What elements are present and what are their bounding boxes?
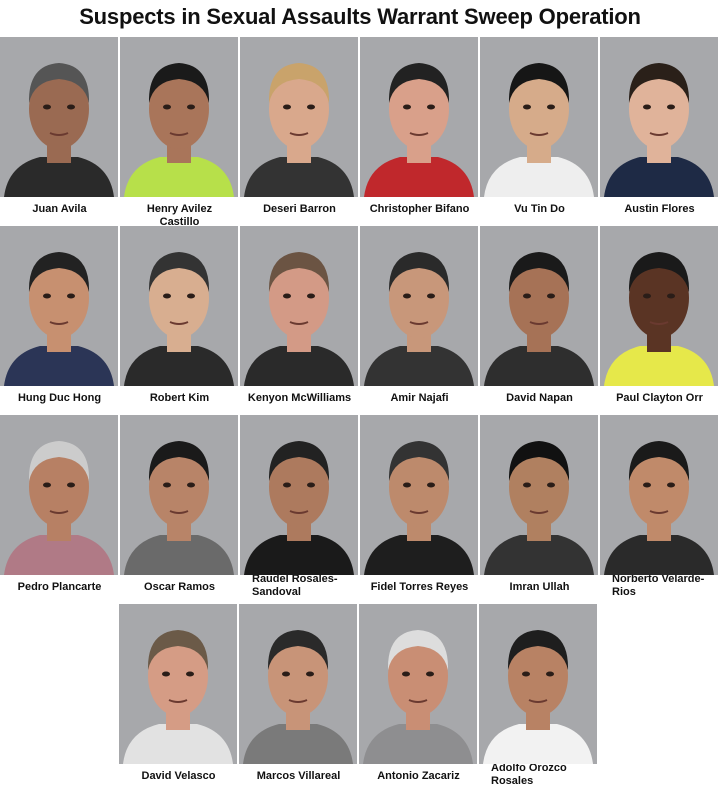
suspect-card: Juan Avila: [0, 37, 119, 216]
suspect-name: Marcos Villareal: [256, 770, 341, 782]
suspect-name: Raudel Rosales-Sandoval: [252, 573, 338, 598]
mugshot-photo: [120, 37, 238, 197]
suspect-name: Amir Najafi: [390, 392, 449, 404]
suspect-card: Hung Duc Hong: [0, 226, 119, 405]
suspect-name: Christopher Bifano: [369, 203, 470, 215]
mugshot-photo: [360, 415, 478, 575]
suspect-card: Raudel Rosales-Sandoval: [240, 415, 359, 599]
suspect-name: Robert Kim: [149, 392, 210, 404]
mugshot-photo: [239, 604, 357, 764]
suspect-name: Fidel Torres Reyes: [370, 581, 469, 593]
mugshot-photo: [120, 415, 238, 575]
suspect-name: Vu Tin Do: [514, 203, 565, 215]
suspect-card: Oscar Ramos: [120, 415, 239, 594]
mugshot-photo: [240, 226, 358, 386]
suspect-name: Austin Flores: [624, 203, 695, 215]
mugshot-photo: [360, 226, 478, 386]
suspect-card: Fidel Torres Reyes: [360, 415, 479, 594]
suspect-name: Oscar Ramos: [144, 581, 215, 593]
suspect-card: Kenyon McWilliams: [240, 226, 359, 405]
mugshot-photo: [0, 415, 118, 575]
suspect-card: Adolfo Orozco Rosales: [479, 604, 598, 788]
mugshot-photo: [479, 604, 597, 764]
mugshot-photo: [600, 226, 718, 386]
mugshot-photo: [359, 604, 477, 764]
suspect-card: Henry Avilez Castillo: [120, 37, 239, 229]
suspect-card: Deseri Barron: [240, 37, 359, 216]
suspect-card: Antonio Zacariz: [359, 604, 478, 783]
suspect-name: Imran Ullah: [509, 581, 570, 593]
mugshot-photo: [480, 415, 598, 575]
suspect-card: Vu Tin Do: [480, 37, 599, 216]
suspect-card: Norberto Velarde-Rios: [600, 415, 719, 599]
suspect-name: Juan Avila: [32, 203, 87, 215]
mugshot-photo: [0, 37, 118, 197]
suspect-name: Deseri Barron: [263, 203, 336, 215]
suspect-card: Christopher Bifano: [360, 37, 479, 216]
suspect-name: Henry Avilez Castillo: [146, 203, 213, 228]
suspect-name: David Napan: [506, 392, 573, 404]
suspect-name: Antonio Zacariz: [377, 770, 460, 782]
suspect-card: Robert Kim: [120, 226, 239, 405]
mugshot-photo: [600, 37, 718, 197]
suspect-card: Amir Najafi: [360, 226, 479, 405]
page-title: Suspects in Sexual Assaults Warrant Swee…: [79, 4, 641, 29]
suspect-card: Pedro Plancarte: [0, 415, 119, 594]
suspect-name: Norberto Velarde-Rios: [612, 573, 705, 598]
suspect-card: David Velasco: [119, 604, 238, 783]
suspect-name: Kenyon McWilliams: [247, 392, 352, 404]
suspect-name: Pedro Plancarte: [17, 581, 102, 593]
mugshot-photo: [120, 226, 238, 386]
suspect-card: David Napan: [480, 226, 599, 405]
suspect-card: Imran Ullah: [480, 415, 599, 594]
mugshot-photo: [119, 604, 237, 764]
mugshot-photo: [480, 226, 598, 386]
suspect-name: Adolfo Orozco Rosales: [491, 762, 567, 787]
mugshot-photo: [600, 415, 718, 575]
mugshot-photo: [360, 37, 478, 197]
suspect-card: Paul Clayton Orr: [600, 226, 719, 405]
mugshot-photo: [240, 415, 358, 575]
mugshot-photo: [240, 37, 358, 197]
suspect-name: David Velasco: [141, 770, 216, 782]
mugshot-photo: [0, 226, 118, 386]
suspect-card: Marcos Villareal: [239, 604, 358, 783]
suspect-name: Paul Clayton Orr: [616, 392, 703, 404]
suspect-name: Hung Duc Hong: [17, 392, 102, 404]
mugshot-photo: [480, 37, 598, 197]
suspect-card: Austin Flores: [600, 37, 719, 216]
